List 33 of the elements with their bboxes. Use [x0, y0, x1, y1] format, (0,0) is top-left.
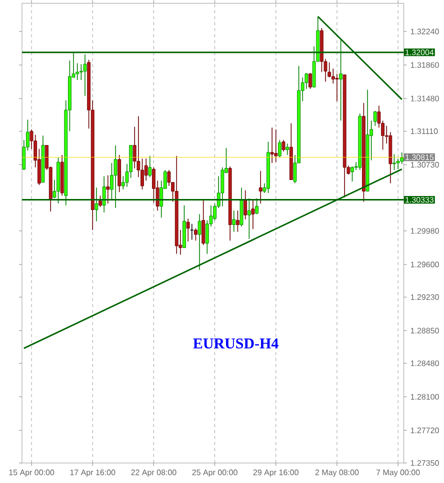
- candlestick: [83, 54, 87, 96]
- candlestick: [255, 198, 259, 215]
- candlestick: [350, 166, 354, 182]
- candlestick: [220, 166, 224, 207]
- candlestick: [248, 198, 251, 240]
- candlestick: [270, 127, 274, 164]
- candlestick: [148, 156, 152, 178]
- candlestick: [251, 200, 255, 230]
- candlestick: [278, 140, 282, 158]
- candlestick: [102, 176, 106, 213]
- candlestick: [259, 170, 262, 204]
- candlestick: [190, 223, 194, 240]
- candlestick: [106, 174, 110, 204]
- candlestick: [286, 143, 290, 156]
- candlestick: [114, 144, 118, 208]
- candlestick: [98, 195, 102, 208]
- candlestick: [232, 210, 236, 232]
- annotation: EURUSD-H4: [193, 338, 279, 348]
- candlestick: [236, 210, 240, 232]
- candlestick: [186, 218, 190, 242]
- candlestick: [202, 200, 206, 246]
- candlestick: [274, 129, 278, 162]
- candlestick: [244, 190, 248, 220]
- candlestick: [194, 228, 198, 242]
- candlestick: [198, 214, 202, 270]
- candlestick: [392, 154, 396, 170]
- candlestick: [282, 140, 286, 152]
- candlestick: [339, 40, 343, 122]
- candlestick: [94, 187, 98, 222]
- candlestick: [308, 72, 312, 90]
- candlestick: [328, 62, 332, 78]
- candlestick: [374, 110, 377, 126]
- candlestick: [335, 73, 339, 102]
